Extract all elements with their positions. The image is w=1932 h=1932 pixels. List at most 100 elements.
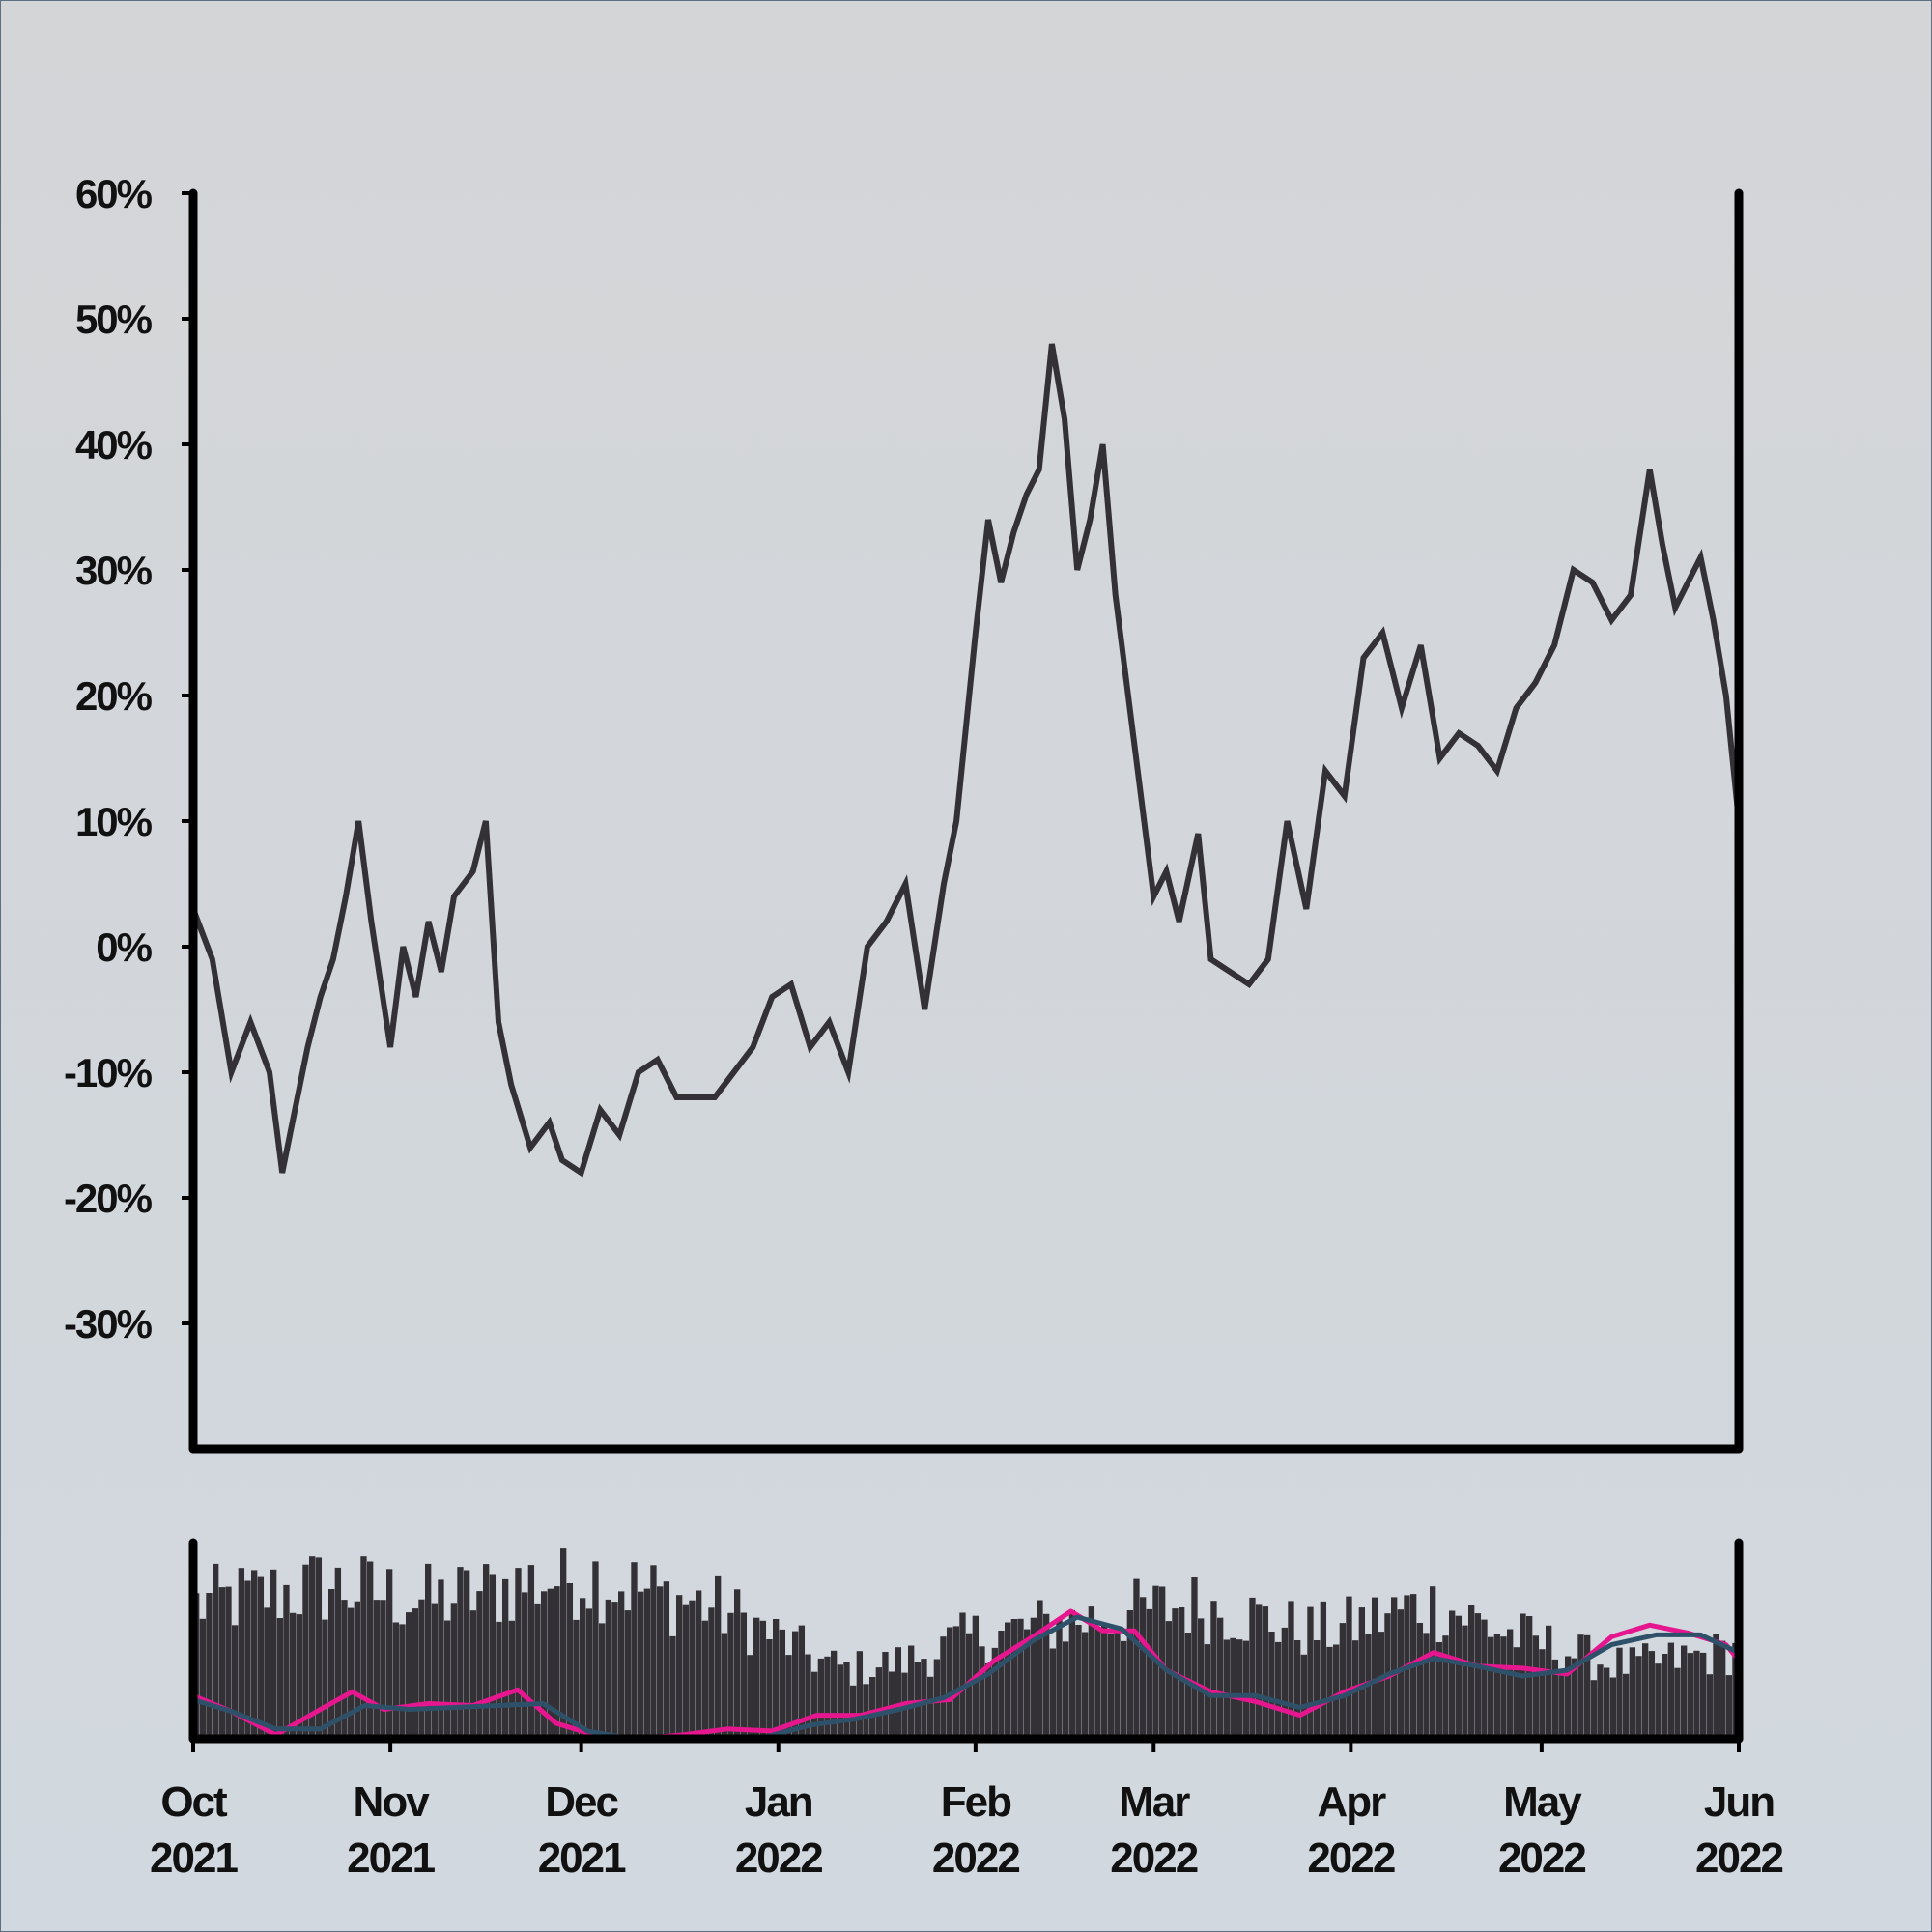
volume-bar xyxy=(1590,1680,1598,1739)
volume-bar xyxy=(1049,1648,1057,1739)
volume-bar xyxy=(213,1563,219,1739)
volume-bar xyxy=(444,1620,451,1739)
volume-bar xyxy=(1307,1606,1314,1739)
y-tick-label: -20% xyxy=(64,1176,153,1221)
volume-bar xyxy=(753,1617,760,1739)
volume-bar xyxy=(1126,1610,1134,1739)
volume-bar xyxy=(1314,1640,1321,1739)
volume-bar xyxy=(1719,1640,1726,1739)
y-tick-label: 40% xyxy=(75,422,153,468)
volume-bar xyxy=(631,1562,638,1739)
volume-bar xyxy=(1114,1627,1121,1739)
x-tick-month: Feb xyxy=(941,1778,1011,1826)
volume-bar xyxy=(1101,1625,1108,1739)
volume-bar xyxy=(1642,1643,1649,1739)
volume-bar xyxy=(296,1614,303,1739)
volume-bar xyxy=(682,1604,690,1739)
volume-bar xyxy=(251,1570,258,1739)
x-tick-month: Dec xyxy=(545,1778,618,1826)
volume-bar xyxy=(1571,1658,1578,1739)
volume-bar xyxy=(605,1599,612,1739)
x-tick-year: 2022 xyxy=(1695,1834,1782,1882)
volume-bar xyxy=(1462,1625,1468,1739)
volume-bar xyxy=(270,1569,277,1739)
volume-fast-average-line xyxy=(190,1608,1742,1742)
volume-bar xyxy=(940,1636,947,1739)
volume-bar xyxy=(264,1607,270,1739)
volume-bar xyxy=(669,1635,676,1739)
volume-bar xyxy=(290,1612,297,1739)
volume-bar xyxy=(225,1586,232,1739)
volume-bar xyxy=(1210,1601,1217,1739)
volume-bar xyxy=(1700,1652,1707,1739)
volume-bar xyxy=(1655,1663,1662,1739)
volume-bar xyxy=(1107,1634,1115,1739)
volume-bar xyxy=(773,1619,780,1739)
volume-bar xyxy=(218,1587,226,1739)
volume-bar xyxy=(1088,1606,1095,1739)
volume-bar xyxy=(869,1677,876,1739)
y-tick-label: 30% xyxy=(75,548,153,593)
volume-bar xyxy=(689,1600,696,1739)
volume-bar xyxy=(792,1631,799,1739)
volume-bar xyxy=(554,1586,560,1739)
volume-bar xyxy=(611,1602,618,1739)
volume-bar xyxy=(843,1662,850,1739)
volume-bar xyxy=(1010,1619,1018,1739)
volume-bar xyxy=(592,1561,599,1739)
volume-bar xyxy=(1532,1635,1540,1739)
volume-bar xyxy=(1063,1641,1069,1739)
volume-bar xyxy=(238,1568,245,1739)
volume-bar xyxy=(418,1599,425,1739)
volume-bar xyxy=(1075,1625,1082,1739)
volume-bar xyxy=(1674,1667,1681,1739)
x-tick-month: Oct xyxy=(160,1778,228,1826)
y-tick-label: -10% xyxy=(64,1050,153,1095)
volume-bar xyxy=(199,1618,207,1739)
volume-bar xyxy=(322,1619,328,1739)
volume-bar xyxy=(921,1659,927,1739)
volume-bar xyxy=(1577,1634,1584,1739)
volume-bar xyxy=(701,1620,709,1739)
volume-bar xyxy=(1442,1635,1449,1739)
x-tick-month: Mar xyxy=(1119,1778,1190,1826)
volume-bar xyxy=(425,1563,432,1739)
volume-bar xyxy=(599,1623,606,1739)
volume-bar xyxy=(1281,1627,1289,1739)
volume-bar xyxy=(573,1619,580,1739)
volume-bar xyxy=(496,1621,502,1739)
volume-bar xyxy=(508,1620,516,1739)
volume-bar xyxy=(676,1595,683,1739)
x-tick-year: 2022 xyxy=(735,1834,822,1882)
x-tick-year: 2022 xyxy=(1307,1834,1394,1882)
volume-bar xyxy=(1507,1629,1514,1739)
volume-bar xyxy=(257,1576,265,1739)
volume-slow-average-line xyxy=(190,1614,1742,1742)
volume-bar xyxy=(1539,1649,1546,1739)
price-line-layer xyxy=(190,343,1742,1178)
volume-bar xyxy=(431,1603,439,1739)
volume-bar xyxy=(1242,1640,1250,1739)
price-panel: 60% 50% 40% 30% 20% 10% 0% -10% -20% -30% xyxy=(64,171,1744,1454)
volume-bar xyxy=(747,1655,753,1739)
volume-bar xyxy=(1648,1651,1656,1739)
volume-bar xyxy=(580,1598,586,1739)
volume-bar xyxy=(1667,1642,1675,1739)
volume-bar xyxy=(522,1592,528,1739)
volume-bar xyxy=(927,1676,934,1739)
volume-bar xyxy=(1094,1628,1101,1739)
volume-bar xyxy=(406,1612,412,1739)
volume-bar xyxy=(1474,1613,1482,1739)
volume-bar xyxy=(1372,1597,1378,1739)
volume-bar xyxy=(1030,1617,1037,1739)
volume-bar xyxy=(1468,1605,1475,1739)
volume-bar xyxy=(1546,1625,1552,1739)
volume-bar xyxy=(1449,1610,1456,1739)
volume-bar xyxy=(638,1591,644,1739)
volume-bar xyxy=(502,1578,509,1739)
x-tick-month: May xyxy=(1503,1778,1582,1826)
volume-bar xyxy=(985,1662,992,1739)
volume-bar xyxy=(1249,1597,1256,1739)
volume-bar xyxy=(657,1586,664,1739)
volume-bar xyxy=(399,1624,406,1739)
